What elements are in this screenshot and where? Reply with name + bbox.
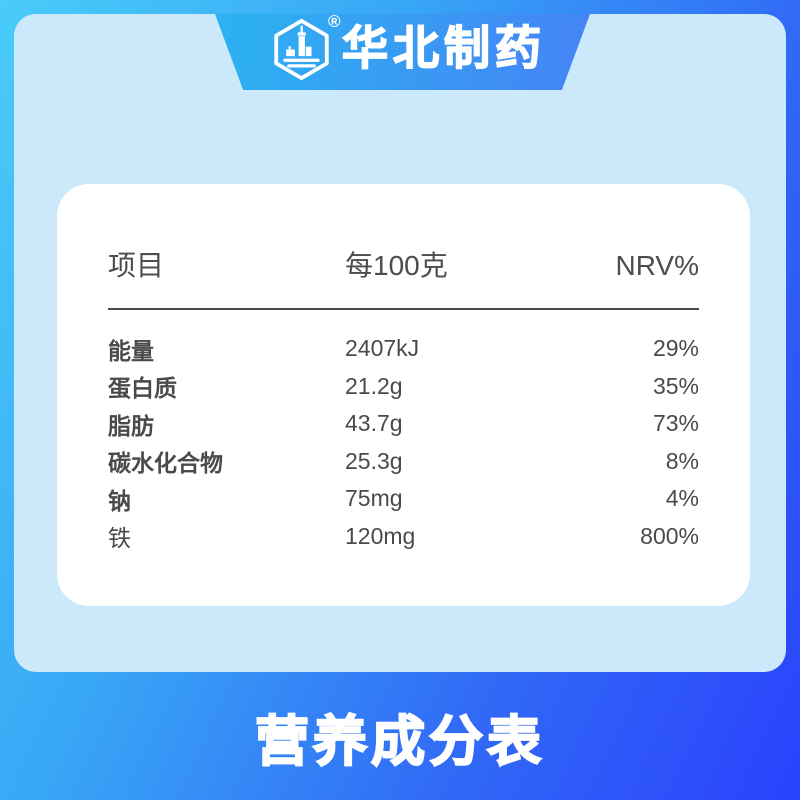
row-value: 21.2g <box>345 372 403 399</box>
row-value: 2407kJ <box>345 335 420 362</box>
row-label: 脂肪 <box>108 412 154 439</box>
table-row-iron: 铁 120mg 800% <box>108 518 699 556</box>
table-header-row: 项目 每100克 NRV% <box>108 246 699 286</box>
row-label: 蛋白质 <box>108 375 177 402</box>
row-value: 25.3g <box>345 447 403 474</box>
table-body: 能量 2407kJ 29% 蛋白质 21.2g 35% 脂肪 43.7g 73%… <box>108 330 699 555</box>
row-label: 碳水化合物 <box>108 450 223 477</box>
header-per-100g: 每100克 <box>345 250 448 281</box>
brand-banner: ® 华北制药 <box>215 14 590 90</box>
registered-trademark-icon: ® <box>328 12 341 31</box>
row-label: 钠 <box>108 487 131 514</box>
table-row-sodium: 钠 75mg 4% <box>108 480 699 518</box>
row-nrv: 800% <box>640 522 699 549</box>
row-value: 120mg <box>345 522 416 549</box>
hexagon-factory-icon <box>274 18 329 81</box>
table-row-fat: 脂肪 43.7g 73% <box>108 405 699 443</box>
header-item: 项目 <box>108 250 165 281</box>
row-value: 43.7g <box>345 410 403 437</box>
table-row-protein: 蛋白质 21.2g 35% <box>108 368 699 406</box>
footer-band: 营养成分表 <box>0 672 800 800</box>
row-value: 75mg <box>345 485 403 512</box>
table-row-energy: 能量 2407kJ 29% <box>108 330 699 368</box>
brand-banner-inner: ® 华北制药 <box>215 14 590 90</box>
row-nrv: 8% <box>665 447 699 474</box>
brand-name: 华北制药 <box>341 21 546 75</box>
row-label: 铁 <box>108 525 131 552</box>
table-divider <box>108 308 699 310</box>
poster-title: 营养成分表 <box>254 711 545 773</box>
row-nrv: 73% <box>652 410 699 437</box>
row-nrv: 4% <box>665 485 699 512</box>
table-row-carbohydrate: 碳水化合物 25.3g 8% <box>108 443 699 481</box>
row-nrv: 29% <box>652 335 699 362</box>
nutrition-facts-card: 项目 每100克 NRV% 能量 2407kJ 29% 蛋白质 21.2g 35… <box>57 184 750 606</box>
row-nrv: 35% <box>652 372 699 399</box>
row-label: 能量 <box>108 337 154 364</box>
header-nrv-percent: NRV% <box>615 250 699 281</box>
